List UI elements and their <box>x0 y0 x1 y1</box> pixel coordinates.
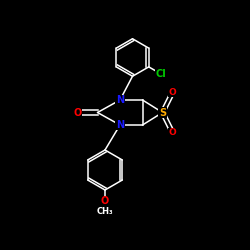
Text: S: S <box>159 108 166 118</box>
Text: O: O <box>101 196 109 206</box>
Text: Cl: Cl <box>155 69 166 79</box>
Text: N: N <box>116 120 124 130</box>
Text: O: O <box>168 128 176 137</box>
Text: O: O <box>168 88 176 97</box>
Text: CH₃: CH₃ <box>97 207 113 216</box>
Text: N: N <box>116 95 124 105</box>
Text: O: O <box>74 108 82 118</box>
